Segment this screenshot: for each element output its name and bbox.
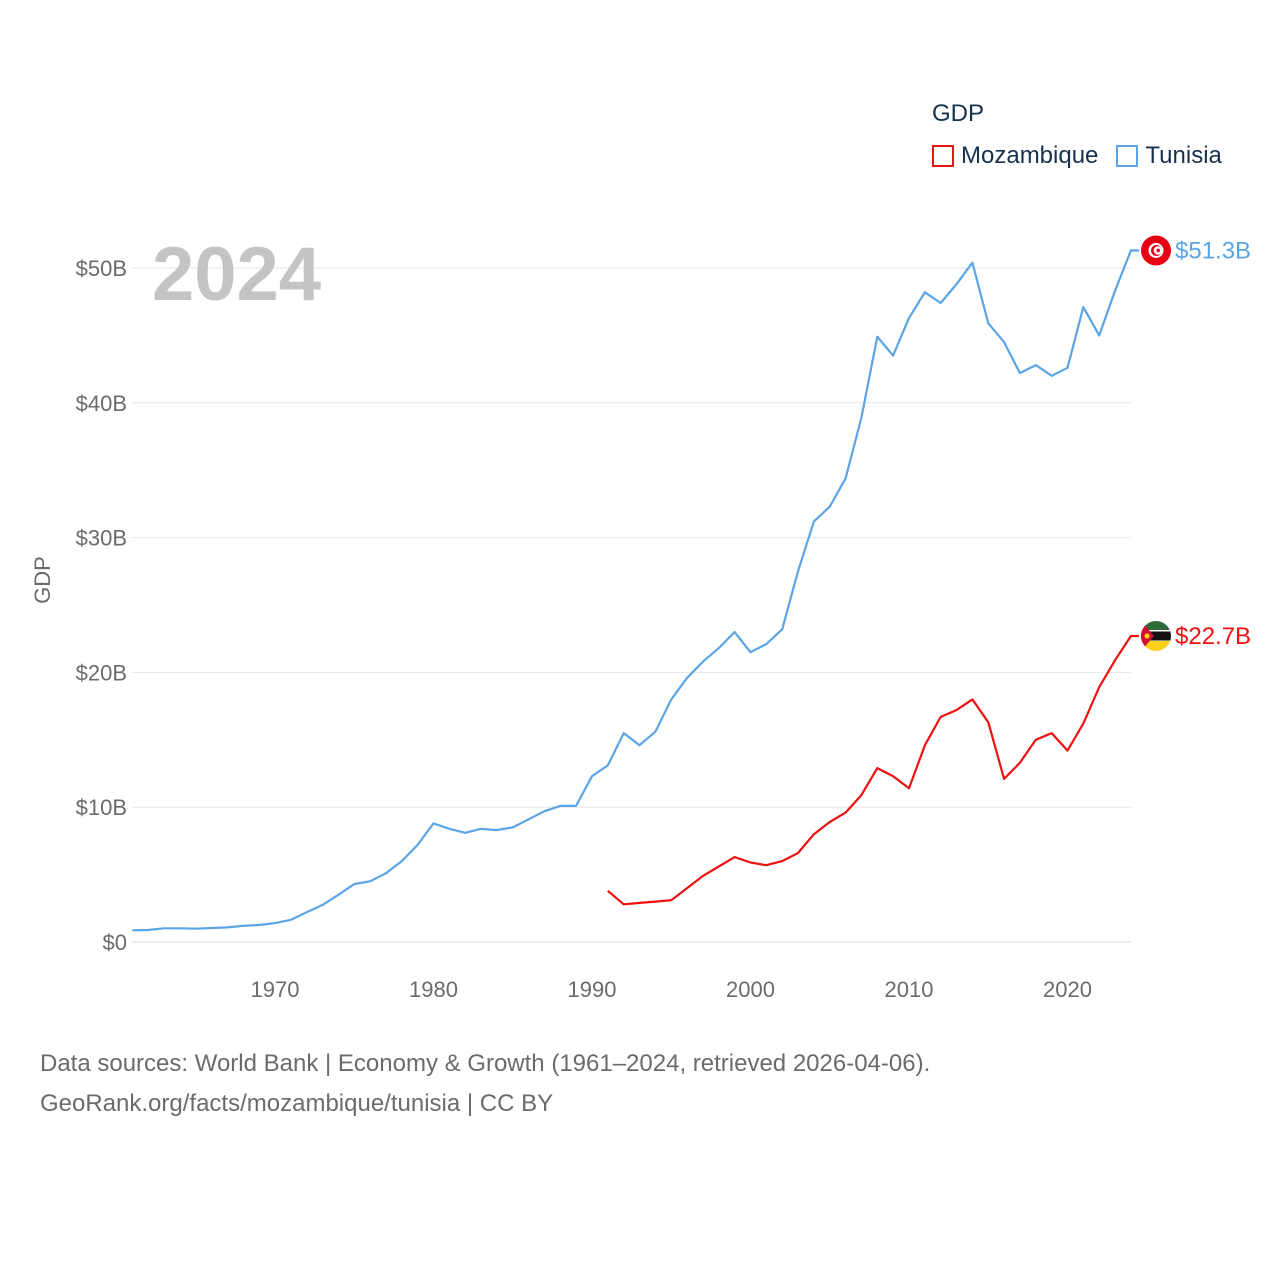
x-tick-label: 2010 [885,977,934,1002]
series-line-tunisia [132,249,1139,932]
footer: Data sources: World Bank | Economy & Gro… [40,1044,930,1124]
x-tick-label: 1990 [568,977,617,1002]
end-labels: $51.3B $22.7B [1141,235,1251,652]
legend-label-mozambique: Mozambique [961,142,1099,169]
legend-title: GDP [932,100,985,127]
end-label-tunisia: $51.3B [1175,237,1251,264]
footer-sources: Data sources: World Bank | Economy & Gro… [40,1050,931,1077]
legend-swatch-mozambique [932,145,954,167]
legend-item-tunisia[interactable]: Tunisia [1116,142,1222,170]
legend: Mozambique Tunisia [932,142,1240,170]
y-tick-label: $0 [103,930,127,955]
y-tick-label: $30B [76,526,127,551]
legend-swatch-tunisia [1116,145,1139,167]
legend-label-tunisia: Tunisia [1145,142,1222,169]
y-axis: $0 $10B $20B $30B $40B $50B [76,256,127,955]
footer-link[interactable]: GeoRank.org/facts/mozambique/tunisia | C… [40,1090,554,1117]
y-tick-label: $20B [76,660,127,685]
y-tick-label: $40B [76,391,127,416]
flag-icon-tunisia [1141,235,1171,266]
x-tick-label: 2020 [1043,977,1092,1002]
grid-lines [132,267,1131,943]
y-tick-label: $10B [76,795,127,820]
y-tick-label: $50B [76,256,127,281]
x-tick-label: 1980 [409,977,458,1002]
series-lines [132,249,1139,932]
flag-icon-mozambique [1141,621,1171,652]
end-label-mozambique: $22.7B [1175,623,1251,650]
x-tick-label: 2000 [726,977,775,1002]
y-axis-title: GDP [30,556,55,604]
year-label: 2024 [152,232,321,317]
legend-item-mozambique[interactable]: Mozambique [932,142,1098,170]
x-axis: 1970 1980 1990 2000 2010 2020 [251,977,1092,1002]
x-tick-label: 1970 [251,977,300,1002]
series-line-mozambique [607,634,1139,906]
